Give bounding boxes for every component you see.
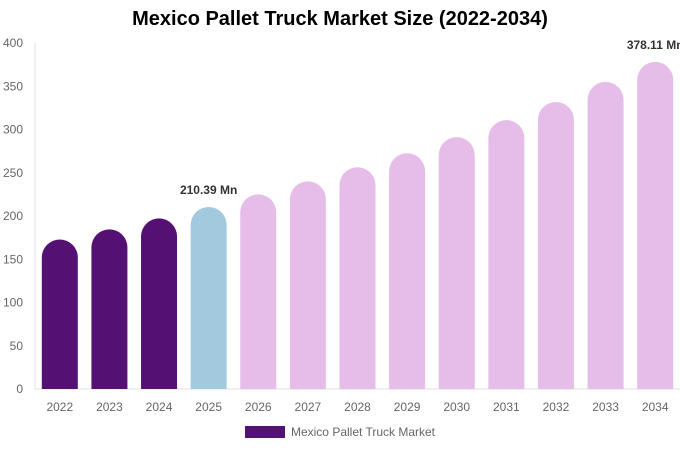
bar-2026[interactable]	[240, 194, 277, 389]
x-tick-label: 2034	[642, 400, 669, 414]
x-tick-label: 2026	[245, 400, 272, 414]
data-label-2025: 210.39 Mn	[180, 183, 237, 197]
bar-2032[interactable]	[537, 101, 574, 390]
x-tick-label: 2022	[46, 400, 73, 414]
y-tick-label: 150	[3, 252, 23, 266]
x-tick-label: 2030	[443, 400, 470, 414]
x-tick-label: 2024	[146, 400, 173, 414]
x-tick-label: 2023	[96, 400, 123, 414]
x-tick-label: 2029	[394, 400, 421, 414]
legend-label: Mexico Pallet Truck Market	[290, 425, 436, 439]
x-tick-label: 2027	[295, 400, 322, 414]
legend[interactable]: Mexico Pallet Truck Market	[0, 425, 680, 439]
x-tick-label: 2028	[344, 400, 371, 414]
x-tick-label: 2025	[195, 400, 222, 414]
y-tick-label: 250	[3, 166, 23, 180]
y-tick-label: 0	[16, 382, 23, 396]
y-tick-label: 400	[3, 36, 23, 50]
y-tick-label: 300	[3, 123, 23, 137]
x-tick-label: 2031	[493, 400, 520, 414]
bar-2023[interactable]	[91, 229, 128, 389]
bar-2034[interactable]	[637, 61, 674, 390]
bar-2027[interactable]	[289, 181, 326, 389]
bar-2029[interactable]	[389, 153, 426, 389]
bar-chart: 0 50 100 150 200 250 300 350 400 2022 2023 2024 2025…	[3, 36, 680, 414]
bar-2031[interactable]	[488, 120, 525, 389]
x-tick-label: 2032	[543, 400, 570, 414]
bar-2022[interactable]	[41, 239, 78, 389]
chart-title: Mexico Pallet Truck Market Size (2022-20…	[132, 8, 548, 30]
bar-2024[interactable]	[141, 218, 178, 389]
legend-swatch	[244, 426, 285, 438]
bar-2028[interactable]	[339, 167, 376, 389]
y-tick-label: 100	[3, 296, 23, 310]
bar-2030[interactable]	[438, 137, 475, 389]
y-tick-label: 50	[10, 339, 24, 353]
bar-2033[interactable]	[587, 81, 624, 390]
bar-2025[interactable]	[190, 207, 227, 389]
x-tick-label: 2033	[592, 400, 619, 414]
y-tick-label: 350	[3, 79, 23, 93]
data-label-2034: 378.11 Mn	[627, 38, 680, 52]
y-tick-label: 200	[3, 209, 23, 223]
